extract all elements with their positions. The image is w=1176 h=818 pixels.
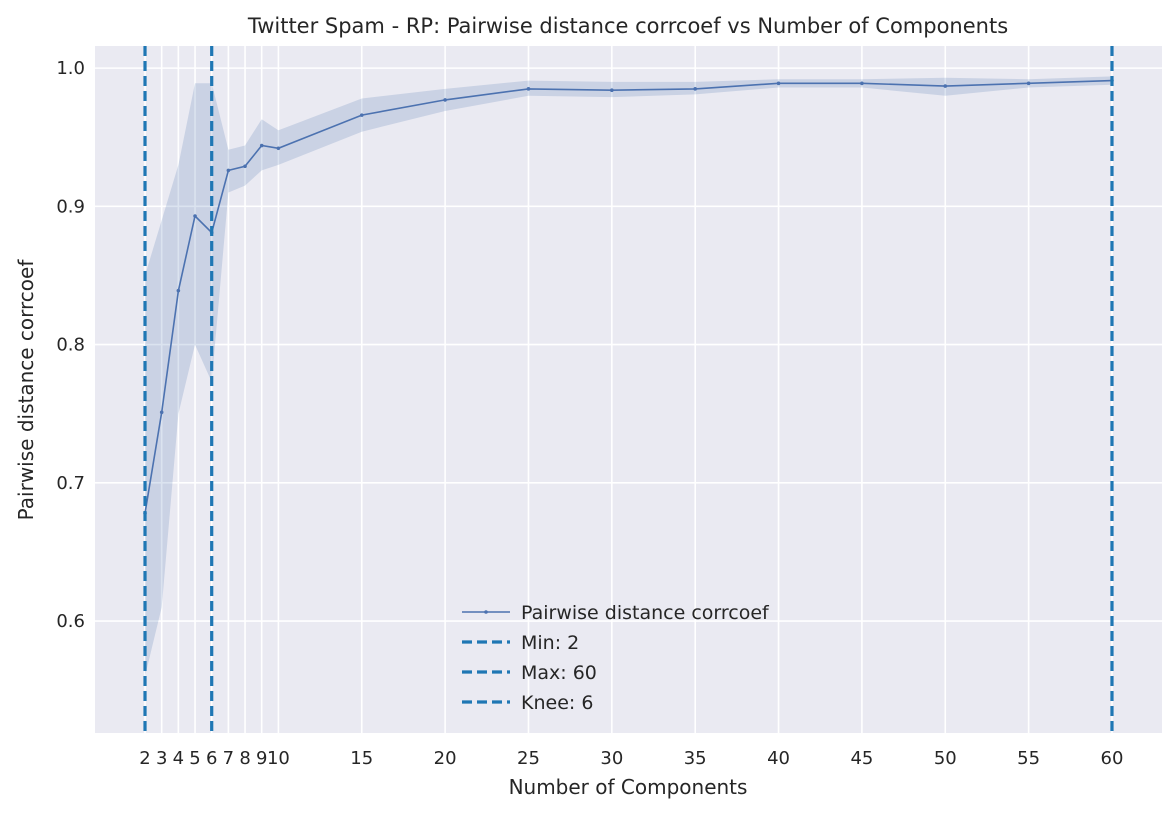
legend-label: Knee: 6	[521, 692, 593, 714]
x-tick-label: 25	[517, 748, 540, 769]
x-tick-label: 9	[256, 748, 267, 769]
x-tick-label: 4	[173, 748, 184, 769]
y-tick-label: 0.8	[56, 335, 85, 356]
x-tick-label: 5	[189, 748, 200, 769]
x-tick-label: 55	[1017, 748, 1040, 769]
x-tick-label: 60	[1101, 748, 1124, 769]
legend-label: Min: 2	[521, 632, 579, 654]
x-tick-label: 20	[434, 748, 457, 769]
reference-lines-layer	[143, 46, 1114, 733]
tick-labels-layer: 2 3 4 5 6 7 8 9 10 15 20 25 30 35 40 45 50 55 600.60.70.80…	[56, 58, 1123, 769]
data-point	[443, 98, 447, 102]
legend-label: Pairwise distance corrcoef	[521, 602, 770, 624]
legend-marker	[484, 610, 488, 614]
data-point	[359, 113, 364, 117]
y-tick-label: 0.7	[56, 473, 85, 494]
data-point	[193, 214, 197, 218]
legend-label: Max: 60	[521, 662, 597, 684]
x-tick-label: 6	[206, 748, 217, 769]
data-point	[159, 410, 164, 415]
data-point	[243, 164, 247, 169]
data-point	[526, 87, 531, 91]
x-tick-label: 10	[267, 748, 290, 769]
x-tick-label: 8	[239, 748, 250, 769]
x-tick-label: 50	[934, 748, 957, 769]
x-tick-label: 15	[350, 748, 373, 769]
x-tick-label: 3	[156, 748, 167, 769]
x-tick-label: 2	[139, 748, 150, 769]
y-tick-label: 1.0	[56, 58, 85, 79]
plot-background	[95, 46, 1162, 733]
data-point	[693, 87, 697, 91]
x-tick-label: 30	[600, 748, 623, 769]
chart-title: Twitter Spam - RP: Pairwise distance cor…	[247, 14, 1008, 38]
legend: Pairwise distance corrcoef Min: 2 Max: 60 K…	[462, 602, 770, 714]
data-point	[610, 88, 614, 93]
y-axis-label: Pairwise distance corrcoef	[14, 259, 38, 521]
data-point	[1026, 81, 1031, 86]
x-tick-label: 7	[223, 748, 234, 769]
data-point	[176, 288, 181, 293]
data-point	[276, 146, 281, 151]
data-point	[860, 81, 864, 86]
x-axis-label: Number of Components	[509, 775, 748, 799]
x-tick-label: 35	[684, 748, 707, 769]
data-point	[226, 168, 231, 173]
data-point	[776, 81, 781, 86]
x-tick-label: 40	[767, 748, 790, 769]
y-tick-label: 0.9	[56, 196, 85, 217]
data-point	[259, 143, 264, 148]
y-tick-label: 0.6	[56, 611, 85, 632]
data-point	[943, 84, 948, 88]
grid-layer	[95, 46, 1162, 733]
x-tick-label: 45	[850, 748, 873, 769]
